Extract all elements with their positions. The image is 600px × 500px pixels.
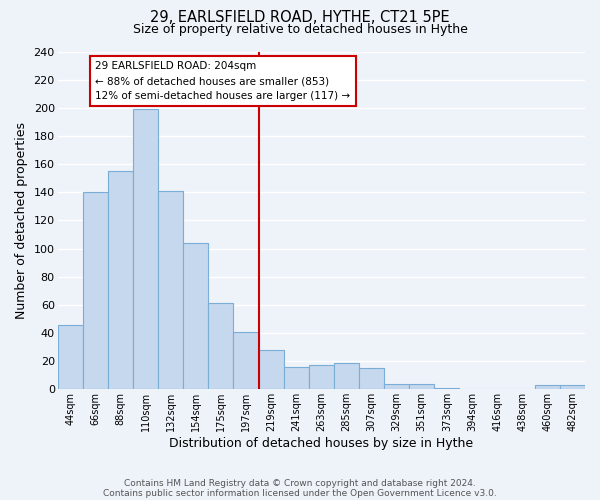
Text: 29 EARLSFIELD ROAD: 204sqm
← 88% of detached houses are smaller (853)
12% of sem: 29 EARLSFIELD ROAD: 204sqm ← 88% of deta… [95,62,350,101]
Bar [535,385,560,390]
Y-axis label: Number of detached properties: Number of detached properties [15,122,28,319]
Bar [434,388,460,390]
Bar [83,192,108,390]
Bar [334,362,359,390]
Bar [133,109,158,390]
Bar [309,366,334,390]
Bar [560,385,585,390]
Bar [108,171,133,390]
Bar [384,384,409,390]
Bar [158,191,183,390]
Text: Size of property relative to detached houses in Hythe: Size of property relative to detached ho… [133,22,467,36]
Bar [233,332,259,390]
Bar [359,368,384,390]
Bar [58,324,83,390]
Text: Contains public sector information licensed under the Open Government Licence v3: Contains public sector information licen… [103,488,497,498]
Text: Contains HM Land Registry data © Crown copyright and database right 2024.: Contains HM Land Registry data © Crown c… [124,478,476,488]
Bar [208,304,233,390]
Text: 29, EARLSFIELD ROAD, HYTHE, CT21 5PE: 29, EARLSFIELD ROAD, HYTHE, CT21 5PE [150,10,450,25]
Bar [284,367,309,390]
Bar [183,243,208,390]
Bar [409,384,434,390]
X-axis label: Distribution of detached houses by size in Hythe: Distribution of detached houses by size … [169,437,473,450]
Bar [259,350,284,390]
